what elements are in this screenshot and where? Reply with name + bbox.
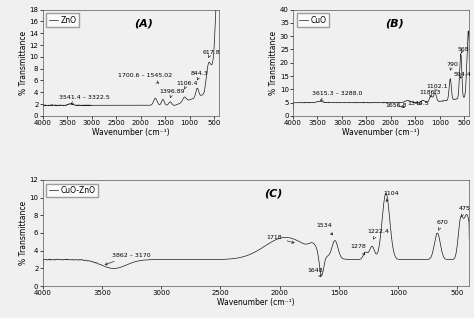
Text: 844.3: 844.3 — [191, 71, 209, 80]
Y-axis label: % Transmittance: % Transmittance — [269, 31, 278, 95]
Text: 568: 568 — [457, 47, 469, 53]
Text: 617.8: 617.8 — [202, 50, 220, 58]
Text: 3615.3 – 3288.0: 3615.3 – 3288.0 — [312, 91, 362, 100]
Text: 594.4: 594.4 — [453, 72, 471, 78]
Text: 475: 475 — [458, 206, 471, 217]
Legend: CuO: CuO — [297, 13, 329, 27]
Text: (C): (C) — [264, 188, 283, 198]
Text: 790: 790 — [446, 62, 458, 70]
Text: 1106.4: 1106.4 — [176, 81, 197, 89]
Text: 1700.6 – 1545.02: 1700.6 – 1545.02 — [118, 73, 173, 83]
X-axis label: Wavenumber (cm⁻¹): Wavenumber (cm⁻¹) — [342, 128, 420, 136]
Text: 1656.8: 1656.8 — [385, 103, 407, 108]
Text: 1344.5: 1344.5 — [407, 101, 428, 106]
Text: 1222.4: 1222.4 — [367, 229, 389, 239]
Legend: CuO-ZnO: CuO-ZnO — [46, 183, 98, 197]
Text: (B): (B) — [384, 18, 403, 28]
Text: 1186.3: 1186.3 — [419, 89, 441, 97]
Text: 1102.1: 1102.1 — [426, 84, 447, 92]
Text: (A): (A) — [134, 18, 153, 28]
Text: 3862 – 3170: 3862 – 3170 — [105, 253, 151, 265]
Y-axis label: % Transmittance: % Transmittance — [19, 31, 28, 95]
Text: 1718: 1718 — [266, 235, 294, 243]
Text: 1104: 1104 — [383, 190, 399, 201]
Legend: ZnO: ZnO — [46, 13, 79, 27]
Text: 670: 670 — [436, 220, 448, 230]
Text: 1278: 1278 — [350, 244, 366, 255]
Text: 1648: 1648 — [308, 268, 323, 277]
X-axis label: Wavenumber (cm⁻¹): Wavenumber (cm⁻¹) — [217, 298, 295, 307]
Text: 1396.89: 1396.89 — [160, 89, 185, 98]
Y-axis label: % Transmittance: % Transmittance — [19, 201, 28, 265]
Text: 1534: 1534 — [317, 224, 333, 235]
X-axis label: Wavenumber (cm⁻¹): Wavenumber (cm⁻¹) — [92, 128, 170, 136]
Text: 3541.4 – 3322.5: 3541.4 – 3322.5 — [59, 94, 109, 104]
